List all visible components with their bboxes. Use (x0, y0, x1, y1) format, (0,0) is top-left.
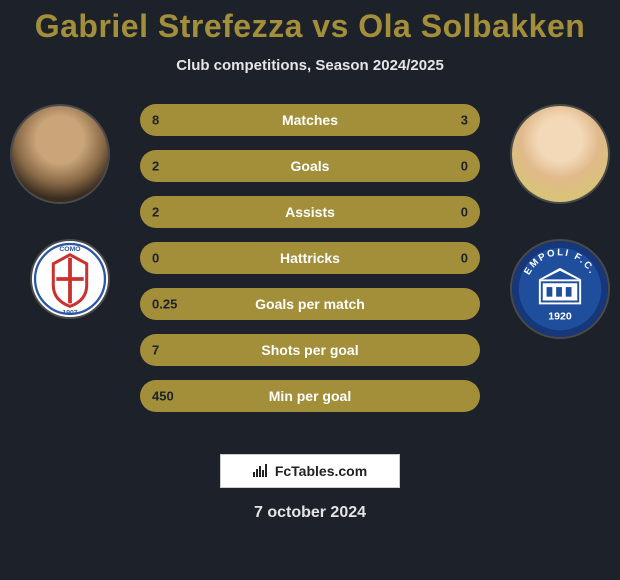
stat-label: Min per goal (269, 388, 351, 404)
stat-left-value: 2 (152, 159, 159, 174)
stat-label: Goals (291, 158, 330, 174)
page-subtitle: Club competitions, Season 2024/2025 (0, 57, 620, 74)
stat-row: 7 Shots per goal (140, 334, 480, 366)
stat-row: 450 Min per goal (140, 380, 480, 412)
stat-left-value: 0 (152, 251, 159, 266)
brand-badge: FcTables.com (220, 454, 400, 488)
stat-row: 2 Goals 0 (140, 150, 480, 182)
stat-left-value: 8 (152, 113, 159, 128)
stat-row: 2 Assists 0 (140, 196, 480, 228)
player2-face (512, 106, 608, 202)
chart-icon (253, 463, 269, 480)
page-date: 7 october 2024 (0, 504, 620, 522)
stat-label: Assists (285, 204, 335, 220)
stat-bars: 8 Matches 3 2 Goals 0 2 Assists 0 0 Hatt… (140, 104, 480, 412)
stat-left-value: 2 (152, 205, 159, 220)
club1-year: 1907 (62, 310, 77, 317)
stat-left-value: 450 (152, 389, 174, 404)
stat-row: 0.25 Goals per match (140, 288, 480, 320)
stat-label: Matches (282, 112, 338, 128)
stat-row: 0 Hattricks 0 (140, 242, 480, 274)
stat-right-value: 0 (461, 251, 468, 266)
club2-year: 1920 (548, 311, 572, 323)
player1-face (12, 106, 108, 202)
stat-row: 8 Matches 3 (140, 104, 480, 136)
club2-badge: EMPOLI F.C. 1920 (510, 239, 610, 339)
stat-right-value: 3 (461, 113, 468, 128)
stat-label: Hattricks (280, 250, 340, 266)
stat-left-value: 0.25 (152, 297, 177, 312)
stat-label: Shots per goal (261, 342, 358, 358)
page-title: Gabriel Strefezza vs Ola Solbakken (0, 0, 620, 45)
brand-text: FcTables.com (275, 463, 367, 479)
stat-left-value: 7 (152, 343, 159, 358)
como-badge-icon: COMO 1907 (32, 241, 108, 317)
stat-label: Goals per match (255, 296, 365, 312)
comparison-panel: COMO 1907 EMPOLI F.C. 1920 8 Matches (0, 104, 620, 434)
player1-avatar (10, 104, 110, 204)
club1-name: COMO (59, 246, 81, 253)
player2-avatar (510, 104, 610, 204)
stat-right-value: 0 (461, 205, 468, 220)
stat-right-value: 0 (461, 159, 468, 174)
empoli-badge-icon: EMPOLI F.C. 1920 (512, 241, 608, 337)
club1-badge: COMO 1907 (30, 239, 110, 319)
